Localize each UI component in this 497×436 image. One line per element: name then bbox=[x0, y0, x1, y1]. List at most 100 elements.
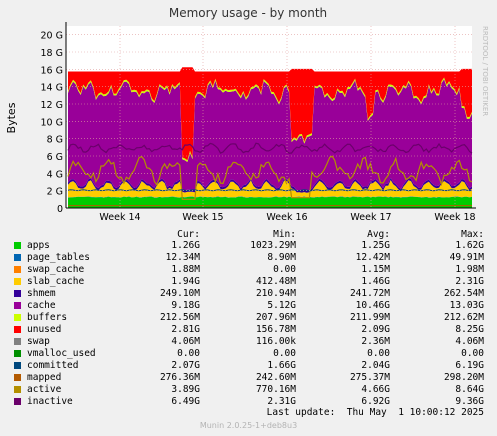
legend-value-cur: 276.36M bbox=[159, 372, 200, 383]
legend-value-max: 1.98M bbox=[455, 264, 484, 275]
legend-value-avg: 275.37M bbox=[349, 372, 390, 383]
legend-item: cache 9.18G 5.12G 10.46G 13.03G bbox=[0, 300, 497, 312]
legend-value-cur: 1.94G bbox=[171, 276, 200, 287]
legend-label: cache bbox=[27, 300, 56, 311]
legend-label: vmalloc_used bbox=[27, 348, 96, 359]
y-tick-label: 16 G bbox=[41, 65, 63, 76]
legend-label: apps bbox=[27, 240, 50, 251]
legend-swatch bbox=[14, 326, 21, 333]
header-avg: Avg: bbox=[367, 229, 390, 240]
legend-swatch bbox=[14, 242, 21, 249]
legend-swatch bbox=[14, 254, 21, 261]
legend-item: page_tables 12.34M 8.90M 12.42M 49.91M bbox=[0, 252, 497, 264]
legend-value-min: 770.16M bbox=[255, 384, 296, 395]
legend-value-avg: 6.92G bbox=[361, 396, 390, 407]
legend-swatch bbox=[14, 266, 21, 273]
line-committed bbox=[67, 189, 473, 192]
legend-value-cur: 0.00 bbox=[177, 348, 200, 359]
legend-value-min: 0.00 bbox=[273, 348, 296, 359]
legend-value-avg: 12.42M bbox=[355, 252, 390, 263]
legend-value-avg: 10.46G bbox=[355, 300, 390, 311]
area-slab-cache bbox=[68, 180, 472, 198]
legend-swatch bbox=[14, 398, 21, 405]
area-cache bbox=[68, 79, 472, 191]
y-tick-label: 18 G bbox=[41, 48, 63, 59]
legend-label: buffers bbox=[27, 312, 68, 323]
y-axis-label: Bytes bbox=[5, 102, 18, 133]
legend-value-max: 212.62M bbox=[443, 312, 484, 323]
legend-label: shmem bbox=[27, 288, 56, 299]
legend-value-min: 207.96M bbox=[255, 312, 296, 323]
legend-item: committed 2.07G 1.66G 2.04G 6.19G bbox=[0, 360, 497, 372]
legend-value-cur: 4.06M bbox=[171, 336, 200, 347]
legend-item: mapped 276.36M 242.60M 275.37M 298.20M bbox=[0, 372, 497, 384]
x-tick-label: Week 14 bbox=[99, 212, 140, 223]
legend-value-avg: 0.00 bbox=[367, 348, 390, 359]
legend-value-cur: 1.26G bbox=[171, 240, 200, 251]
legend-value-min: 5.12G bbox=[267, 300, 296, 311]
legend-value-cur: 2.81G bbox=[171, 324, 200, 335]
legend-item: shmem 249.10M 210.94M 241.72M 262.54M bbox=[0, 288, 497, 300]
header-max: Max: bbox=[461, 229, 484, 240]
x-tick-label: Week 17 bbox=[350, 212, 391, 223]
legend-item: unused 2.81G 156.78M 2.09G 8.25G bbox=[0, 324, 497, 336]
legend-label: unused bbox=[27, 324, 62, 335]
header-min: Min: bbox=[273, 229, 296, 240]
legend-label: mapped bbox=[27, 372, 62, 383]
legend-label: inactive bbox=[27, 396, 73, 407]
legend-value-min: 242.60M bbox=[255, 372, 296, 383]
legend-value-cur: 212.56M bbox=[159, 312, 200, 323]
legend-swatch bbox=[14, 290, 21, 297]
legend-item: active 3.89G 770.16M 4.66G 8.64G bbox=[0, 384, 497, 396]
legend-value-max: 13.03G bbox=[449, 300, 484, 311]
legend-item: slab_cache 1.94G 412.48M 1.46G 2.31G bbox=[0, 276, 497, 288]
legend-value-avg: 2.09G bbox=[361, 324, 390, 335]
y-tick-label: 6 G bbox=[47, 152, 63, 163]
last-update: Last update: Thu May 1 10:00:12 2025 bbox=[266, 407, 484, 418]
legend-value-max: 1.62G bbox=[455, 240, 484, 251]
legend-value-avg: 4.66G bbox=[361, 384, 390, 395]
legend-value-max: 49.91M bbox=[449, 252, 484, 263]
header-cur: Cur: bbox=[177, 229, 200, 240]
legend-label: committed bbox=[27, 360, 79, 371]
legend-value-avg: 1.25G bbox=[361, 240, 390, 251]
legend-value-max: 262.54M bbox=[443, 288, 484, 299]
x-tick-label: Week 16 bbox=[266, 212, 307, 223]
legend-value-max: 9.36G bbox=[455, 396, 484, 407]
legend-value-max: 6.19G bbox=[455, 360, 484, 371]
legend-item: vmalloc_used 0.00 0.00 0.00 0.00 bbox=[0, 348, 497, 360]
legend-label: swap bbox=[27, 336, 50, 347]
legend-swatch bbox=[14, 302, 21, 309]
legend-value-max: 8.64G bbox=[455, 384, 484, 395]
legend-value-cur: 6.49G bbox=[171, 396, 200, 407]
y-tick-label: 2 G bbox=[47, 187, 63, 198]
y-tick-label: 14 G bbox=[41, 83, 63, 94]
legend-swatch bbox=[14, 362, 21, 369]
y-tick-label: 4 G bbox=[47, 169, 63, 180]
y-tick-label: 8 G bbox=[47, 135, 63, 146]
legend-value-avg: 2.36M bbox=[361, 336, 390, 347]
legend-value-avg: 1.15M bbox=[361, 264, 390, 275]
chart-title: Memory usage - by month bbox=[169, 6, 327, 20]
legend-value-avg: 2.04G bbox=[361, 360, 390, 371]
legend-item: swap_cache 1.88M 0.00 1.15M 1.98M bbox=[0, 264, 497, 276]
rrdtool-credit: RRDTOOL / TOBI OETIKER bbox=[481, 26, 489, 116]
legend-item: apps 1.26G 1023.29M 1.25G 1.62G bbox=[0, 240, 497, 252]
legend-value-min: 210.94M bbox=[255, 288, 296, 299]
legend-item: swap 4.06M 116.00k 2.36M 4.06M bbox=[0, 336, 497, 348]
legend-swatch bbox=[14, 314, 21, 321]
legend-label: active bbox=[27, 384, 62, 395]
legend-value-max: 0.00 bbox=[461, 348, 484, 359]
legend-value-min: 116.00k bbox=[255, 336, 296, 347]
legend-value-min: 1023.29M bbox=[250, 240, 296, 251]
area-page-tables bbox=[68, 196, 472, 198]
legend-value-min: 2.31G bbox=[267, 396, 296, 407]
area-unused bbox=[68, 67, 472, 161]
y-tick-label: 12 G bbox=[41, 100, 63, 111]
legend-label: page_tables bbox=[27, 252, 90, 263]
line-active bbox=[67, 155, 473, 200]
legend-value-min: 156.78M bbox=[255, 324, 296, 335]
x-tick-label: Week 15 bbox=[182, 212, 223, 223]
y-tick-label: 20 G bbox=[41, 31, 63, 42]
